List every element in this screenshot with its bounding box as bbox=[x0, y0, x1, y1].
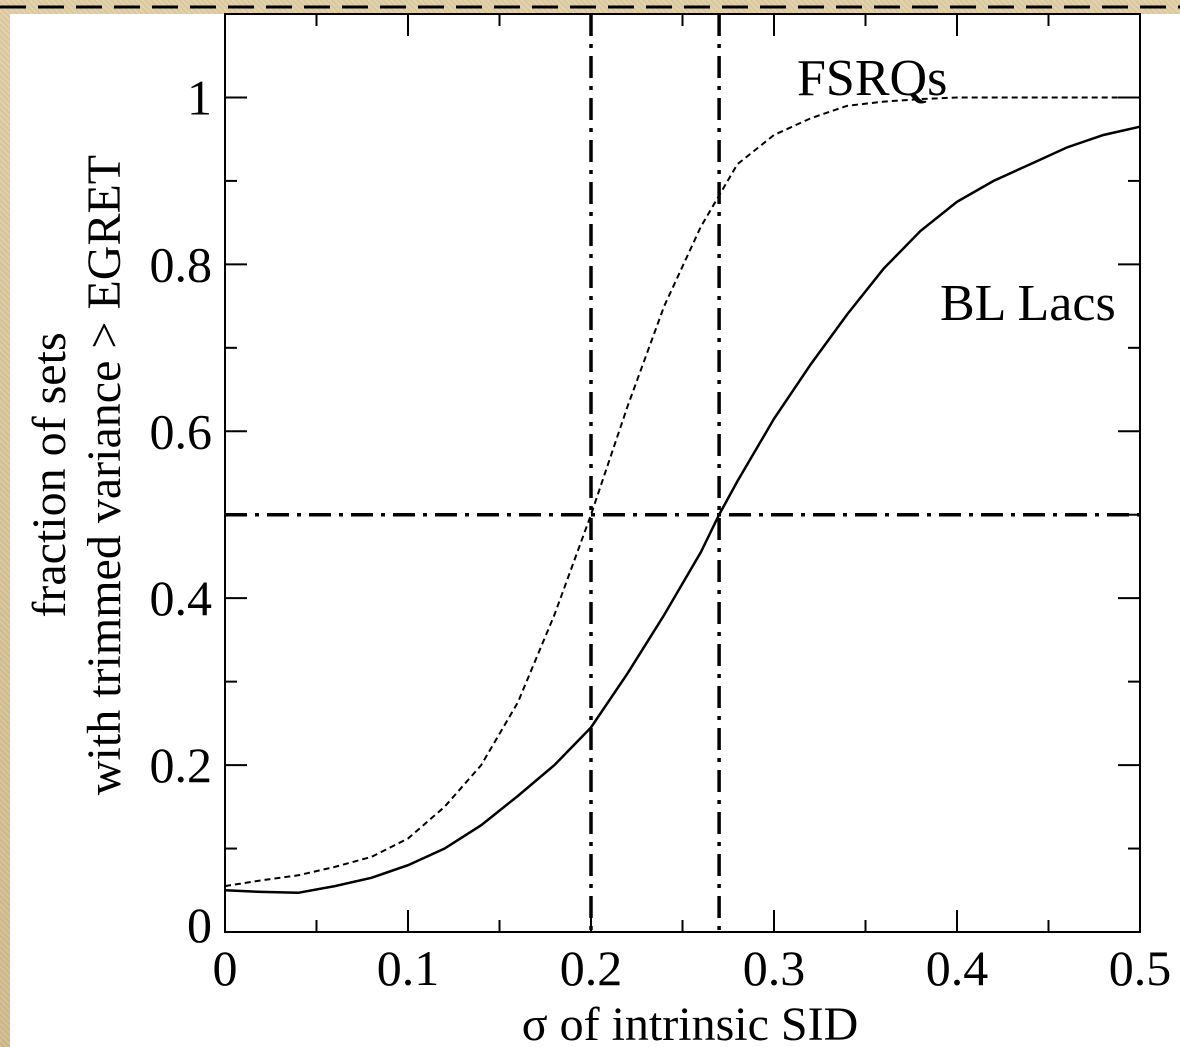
x-tick-labels: 0 0.1 0.2 0.3 0.4 0.5 bbox=[213, 940, 1172, 996]
x-axis-title: σ of intrinsic SID bbox=[522, 998, 859, 1047]
y-tick-label: 0.4 bbox=[150, 570, 213, 626]
x-tick-label: 0.5 bbox=[1109, 940, 1172, 996]
plot-border bbox=[224, 13, 1141, 933]
plot-frame bbox=[224, 13, 1141, 933]
fsrqs-annotation: FSRQs bbox=[797, 50, 947, 107]
y-tick-label: 0.2 bbox=[150, 737, 213, 793]
y-tick-labels: 0 0.2 0.4 0.6 0.8 1 bbox=[150, 69, 213, 953]
y-axis-title-line2: with trimmed variance > EGRET bbox=[78, 155, 131, 795]
y-tick-label: 0 bbox=[187, 897, 212, 953]
x-tick-label: 0.4 bbox=[926, 940, 989, 996]
x-tick-label: 0.2 bbox=[560, 940, 623, 996]
bl-lacs-series-line bbox=[224, 125, 1141, 895]
fsrqs-series-line bbox=[224, 96, 1140, 888]
x-tick-label: 0.1 bbox=[377, 940, 440, 996]
y-axis-title-line1: fraction of sets bbox=[23, 332, 76, 617]
y-axis-title: fraction of sets with trimmed variance >… bbox=[23, 155, 131, 795]
series-group bbox=[224, 96, 1141, 895]
top-dashed-rule bbox=[0, 5, 1180, 9]
x-tick-label: 0 bbox=[213, 940, 238, 996]
y-tick-label: 1 bbox=[187, 69, 212, 125]
y-tick-label: 0.8 bbox=[150, 236, 213, 292]
y-tick-label: 0.6 bbox=[150, 403, 213, 459]
axis-ticks bbox=[224, 13, 1141, 933]
x-tick-label: 0.3 bbox=[743, 940, 806, 996]
reference-lines bbox=[225, 14, 1140, 932]
bl-lacs-annotation: BL Lacs bbox=[940, 275, 1116, 332]
